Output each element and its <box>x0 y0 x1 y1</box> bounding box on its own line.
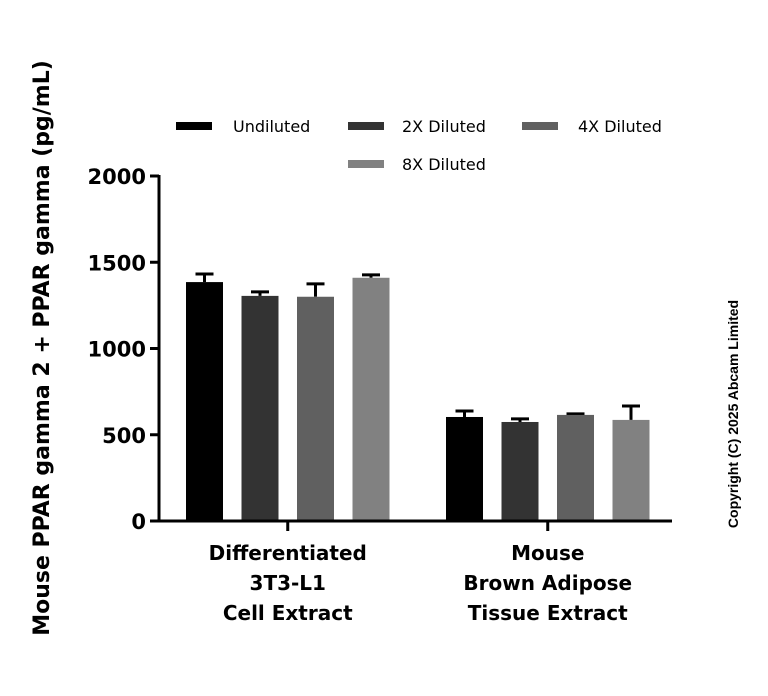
legend-item: 2X Diluted <box>348 117 486 136</box>
y-tick-label: 1500 <box>88 251 146 275</box>
bar <box>612 404 650 521</box>
bar-rect <box>186 282 223 521</box>
bar-rect <box>297 296 334 521</box>
legend-item: 8X Diluted <box>348 155 486 174</box>
legend-item: Undiluted <box>176 117 310 136</box>
copyright-notice: Copyright (C) 2025 Abcam Limited <box>725 300 741 528</box>
bar-rect <box>352 277 390 521</box>
legend: Undiluted 2X Diluted 4X Diluted 8X Diluted <box>176 117 662 174</box>
bar-rect <box>241 295 279 521</box>
bar-rect <box>612 419 650 521</box>
bar <box>446 409 483 521</box>
category-label: Differentiated 3T3-L1 Cell Extract <box>209 541 367 625</box>
legend-label: 4X Diluted <box>578 117 662 136</box>
bar <box>297 282 334 521</box>
category-label: Mouse Brown Adipose Tissue Extract <box>463 541 632 625</box>
axes: 0 500 1000 1500 2000 Differentiated 3T3-L1 Cell… <box>88 165 672 625</box>
bar-rect <box>557 414 594 521</box>
legend-swatch <box>348 122 384 130</box>
bar <box>557 412 594 521</box>
legend-swatch <box>348 160 384 168</box>
bar <box>352 273 390 521</box>
bar-rect <box>501 421 539 521</box>
bar <box>186 272 223 521</box>
bar-rect <box>446 416 483 521</box>
y-tick-label: 500 <box>102 424 146 448</box>
legend-label: 8X Diluted <box>402 155 486 174</box>
y-tick-label: 0 <box>131 510 146 534</box>
legend-label: 2X Diluted <box>402 117 486 136</box>
y-tick-label: 1000 <box>88 338 146 362</box>
legend-label: Undiluted <box>233 117 310 136</box>
y-axis-title: Mouse PPAR gamma 2 + PPAR gamma (pg/mL) <box>30 60 55 636</box>
legend-item: 4X Diluted <box>522 117 662 136</box>
legend-swatch <box>176 122 212 130</box>
bars <box>186 272 650 521</box>
bar <box>501 417 539 521</box>
legend-swatch <box>522 122 558 130</box>
bar <box>241 290 279 521</box>
y-tick-label: 2000 <box>88 165 146 189</box>
